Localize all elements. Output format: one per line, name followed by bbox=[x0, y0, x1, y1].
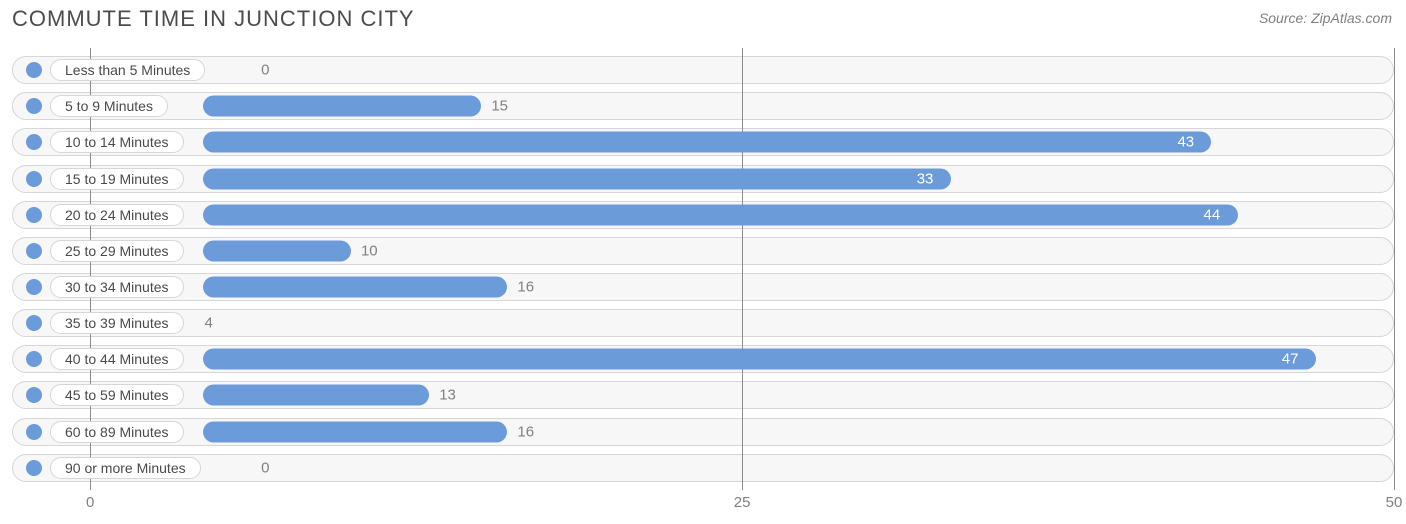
value-label: 16 bbox=[517, 278, 534, 295]
value-label: 43 bbox=[1177, 134, 1194, 151]
pill-dot-icon bbox=[26, 279, 42, 295]
pill-dot-icon bbox=[26, 243, 42, 259]
bar bbox=[203, 276, 508, 297]
value-label: 15 bbox=[491, 98, 508, 115]
pill-dot-icon bbox=[26, 62, 42, 78]
bar bbox=[203, 168, 951, 189]
bar-track bbox=[12, 56, 1394, 84]
category-label: 60 to 89 Minutes bbox=[50, 421, 184, 443]
chart-row: 20 to 24 Minutes 44 bbox=[12, 201, 1394, 229]
category-label: 40 to 44 Minutes bbox=[50, 348, 184, 370]
pill-dot-icon bbox=[26, 424, 42, 440]
category-pill: 90 or more Minutes bbox=[26, 457, 201, 479]
chart-row: 30 to 34 Minutes 16 bbox=[12, 273, 1394, 301]
category-pill: 5 to 9 Minutes bbox=[26, 95, 168, 117]
category-pill: 15 to 19 Minutes bbox=[26, 168, 184, 190]
gridline bbox=[1394, 48, 1395, 490]
pill-dot-icon bbox=[26, 315, 42, 331]
category-label: 20 to 24 Minutes bbox=[50, 204, 184, 226]
value-label: 13 bbox=[439, 387, 456, 404]
category-label: Less than 5 Minutes bbox=[50, 59, 205, 81]
pill-dot-icon bbox=[26, 460, 42, 476]
bar bbox=[203, 96, 482, 117]
plot-area: Less than 5 Minutes 0 5 to 9 Minutes 15 10 t… bbox=[12, 48, 1394, 490]
value-label: 10 bbox=[361, 242, 378, 259]
x-tick: 50 bbox=[1386, 494, 1403, 511]
chart-row: 5 to 9 Minutes 15 bbox=[12, 92, 1394, 120]
chart-row: Less than 5 Minutes 0 bbox=[12, 56, 1394, 84]
gridline bbox=[742, 48, 743, 490]
category-label: 5 to 9 Minutes bbox=[50, 95, 168, 117]
value-label: 16 bbox=[517, 423, 534, 440]
chart-title: COMMUTE TIME IN JUNCTION CITY bbox=[12, 6, 415, 32]
x-tick: 0 bbox=[86, 494, 94, 511]
chart-row: 60 to 89 Minutes 16 bbox=[12, 418, 1394, 446]
bar bbox=[203, 349, 1316, 370]
bar bbox=[203, 132, 1212, 153]
chart-row: 40 to 44 Minutes 47 bbox=[12, 345, 1394, 373]
chart-row: 15 to 19 Minutes 33 bbox=[12, 165, 1394, 193]
bar bbox=[203, 421, 508, 442]
chart-row: 25 to 29 Minutes 10 bbox=[12, 237, 1394, 265]
commute-time-chart: COMMUTE TIME IN JUNCTION CITY Source: Zi… bbox=[0, 0, 1406, 524]
rows-container: Less than 5 Minutes 0 5 to 9 Minutes 15 10 t… bbox=[12, 48, 1394, 490]
bar-track bbox=[12, 309, 1394, 337]
pill-dot-icon bbox=[26, 171, 42, 187]
category-pill: 25 to 29 Minutes bbox=[26, 240, 184, 262]
pill-dot-icon bbox=[26, 98, 42, 114]
pill-dot-icon bbox=[26, 351, 42, 367]
category-pill: 20 to 24 Minutes bbox=[26, 204, 184, 226]
category-pill: 40 to 44 Minutes bbox=[26, 348, 184, 370]
value-label: 0 bbox=[261, 62, 269, 79]
category-label: 30 to 34 Minutes bbox=[50, 276, 184, 298]
chart-row: 45 to 59 Minutes 13 bbox=[12, 381, 1394, 409]
chart-row: 35 to 39 Minutes 4 bbox=[12, 309, 1394, 337]
category-label: 45 to 59 Minutes bbox=[50, 384, 184, 406]
bar bbox=[203, 240, 351, 261]
category-pill: Less than 5 Minutes bbox=[26, 59, 205, 81]
category-pill: 35 to 39 Minutes bbox=[26, 312, 184, 334]
chart-row: 10 to 14 Minutes 43 bbox=[12, 128, 1394, 156]
bar bbox=[203, 204, 1238, 225]
value-label: 4 bbox=[205, 315, 213, 332]
pill-dot-icon bbox=[26, 134, 42, 150]
bar bbox=[203, 385, 429, 406]
chart-source: Source: ZipAtlas.com bbox=[1259, 10, 1392, 26]
category-label: 35 to 39 Minutes bbox=[50, 312, 184, 334]
category-pill: 10 to 14 Minutes bbox=[26, 131, 184, 153]
value-label: 44 bbox=[1204, 206, 1221, 223]
pill-dot-icon bbox=[26, 387, 42, 403]
bar-track bbox=[12, 454, 1394, 482]
chart-row: 90 or more Minutes 0 bbox=[12, 454, 1394, 482]
category-label: 90 or more Minutes bbox=[50, 457, 201, 479]
category-label: 15 to 19 Minutes bbox=[50, 168, 184, 190]
value-label: 33 bbox=[917, 170, 934, 187]
category-pill: 45 to 59 Minutes bbox=[26, 384, 184, 406]
category-pill: 30 to 34 Minutes bbox=[26, 276, 184, 298]
category-label: 10 to 14 Minutes bbox=[50, 131, 184, 153]
value-label: 0 bbox=[261, 459, 269, 476]
x-tick: 25 bbox=[734, 494, 751, 511]
category-label: 25 to 29 Minutes bbox=[50, 240, 184, 262]
x-axis: 02550 bbox=[12, 494, 1394, 514]
pill-dot-icon bbox=[26, 207, 42, 223]
category-pill: 60 to 89 Minutes bbox=[26, 421, 184, 443]
value-label: 47 bbox=[1282, 351, 1299, 368]
